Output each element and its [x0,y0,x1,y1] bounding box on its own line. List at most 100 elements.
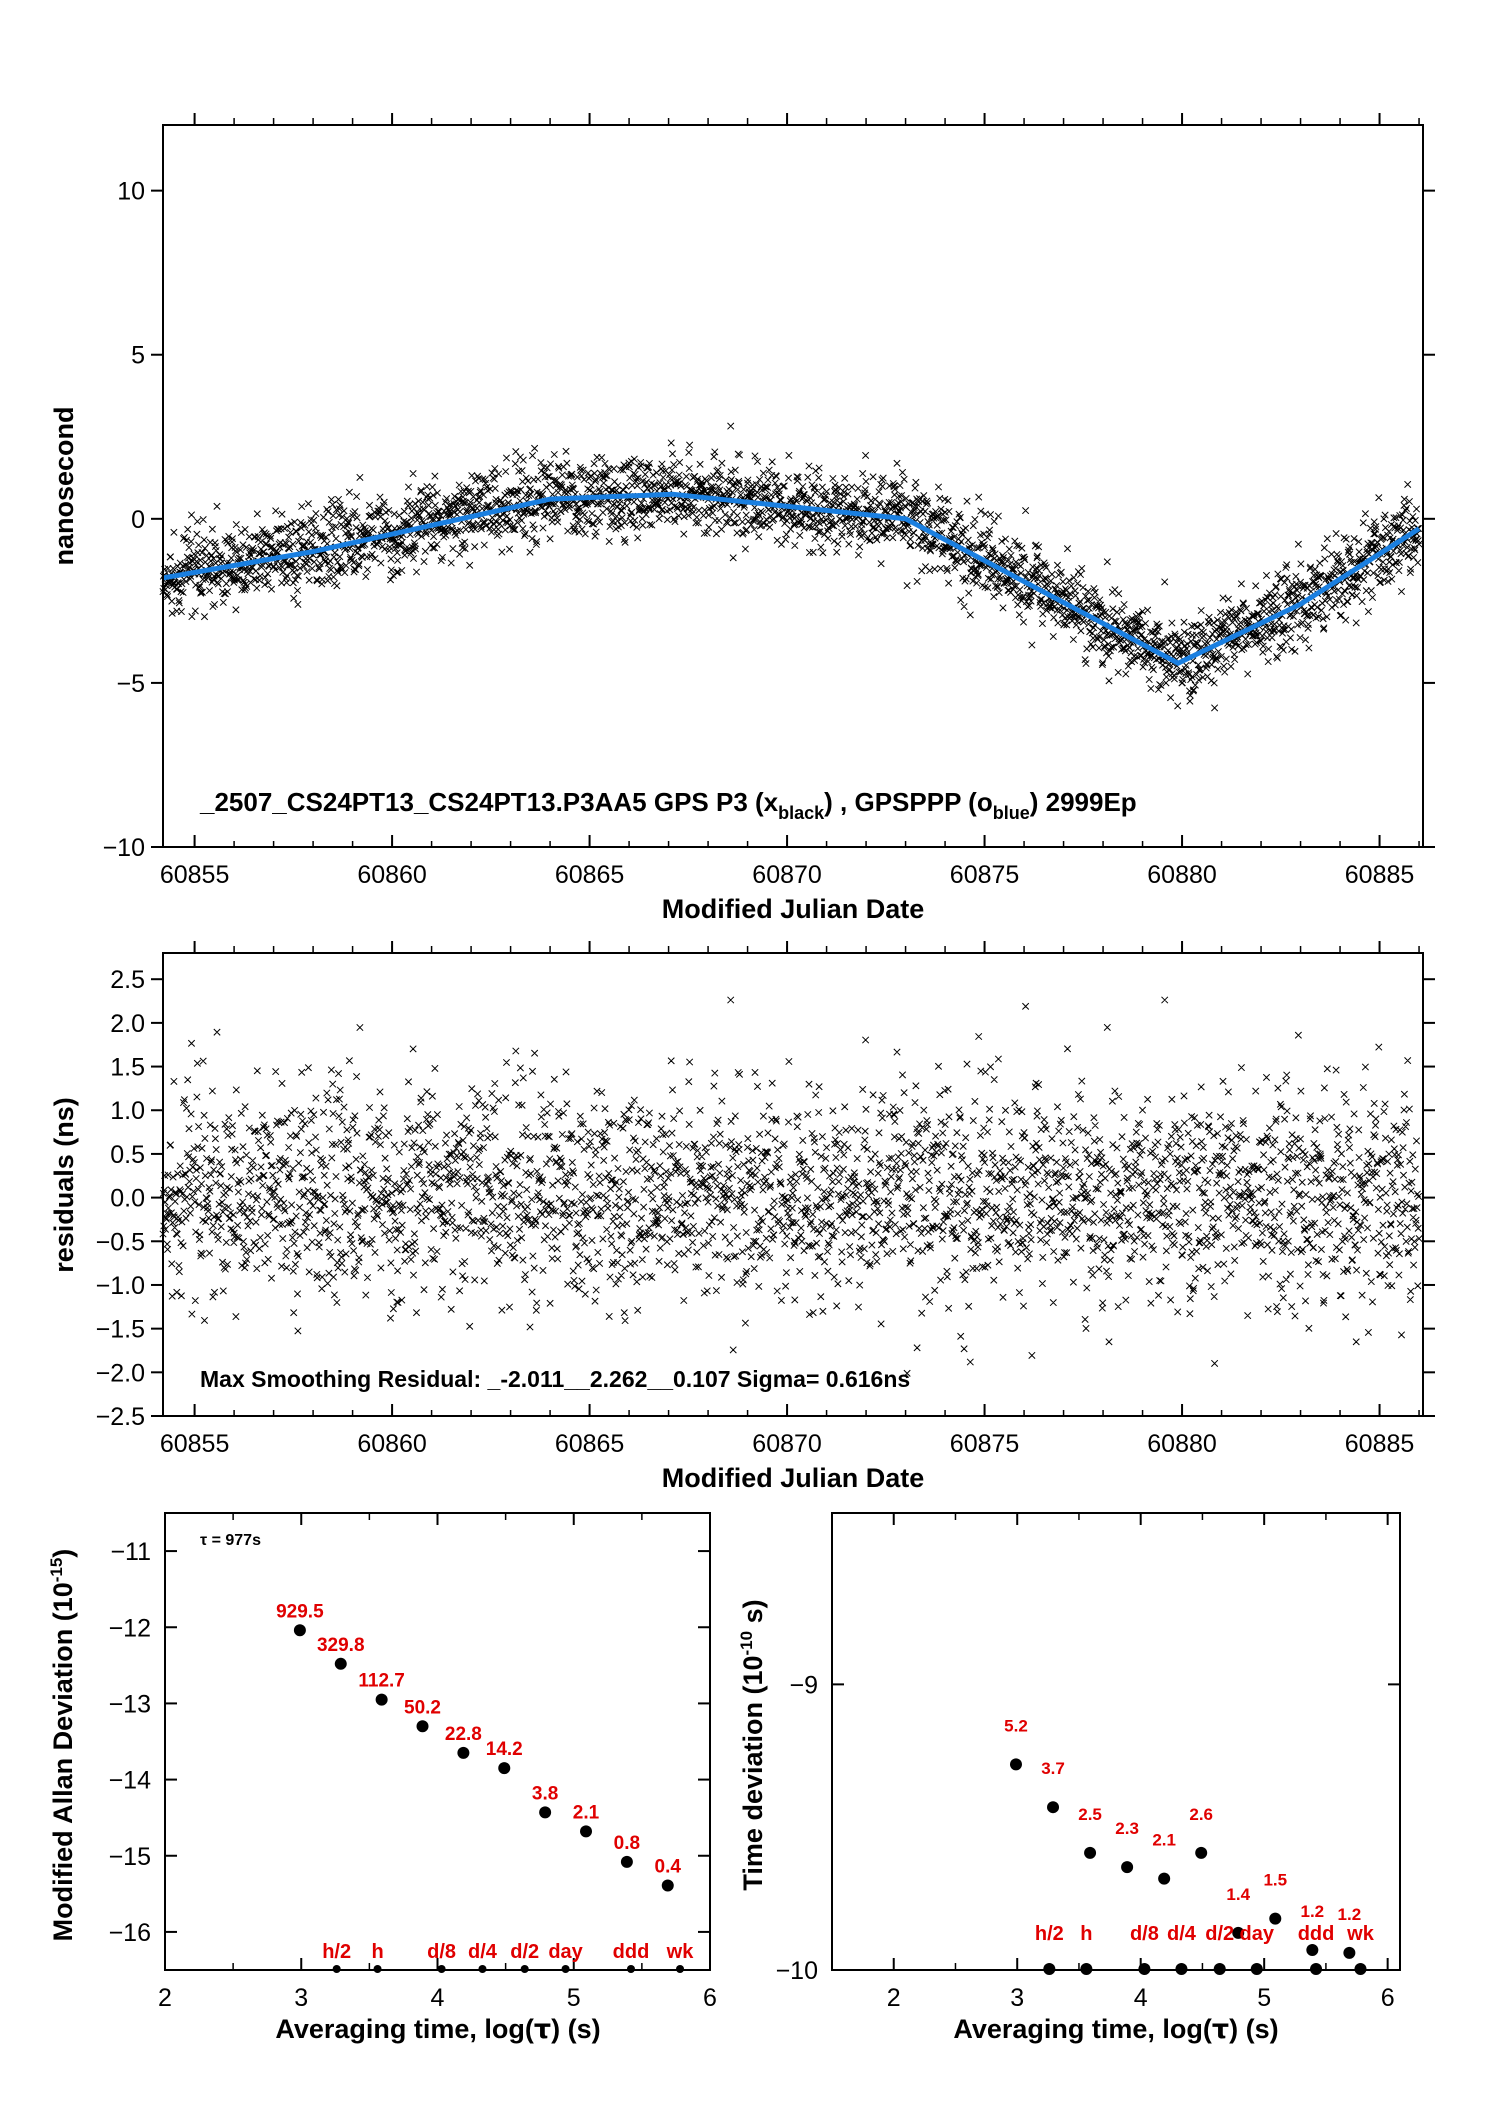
deviation-point [1195,1846,1208,1859]
time-marker-label: ddd [1298,1923,1335,1945]
deviation-point [1269,1912,1282,1925]
deviation-point [334,1657,347,1670]
time-marker-dot [626,1965,635,1973]
time-marker-label: h [1080,1923,1092,1945]
x-tick-label: 5 [1257,1984,1271,2012]
y-tick-label: 1.0 [110,1097,145,1125]
x-tick-label: 6 [1381,1984,1395,2012]
x-tick-label: 60870 [752,861,822,889]
y-tick-label: −9 [789,1671,818,1699]
time-marker-dot [373,1965,382,1973]
time-marker-label: day [1240,1923,1275,1945]
deviation-point [1047,1801,1060,1814]
x-tick-label: 60885 [1345,1430,1415,1458]
time-marker-dot [676,1965,685,1973]
phase-ylabel: nanosecond [49,406,79,565]
point-value-label: 0.8 [614,1833,640,1854]
tdev-panel: 2 3 4 5 6 −9 −10 5.2 3.7 2.5 2.3 2.1 2.6 1.4 1.5 1.2 1.… [737,1512,1401,2045]
point-value-label: 2.3 [1115,1819,1139,1838]
mdev-plot-frame [164,1512,711,1971]
x-tick-label: 60860 [357,1430,427,1458]
x-tick-label: 60860 [357,861,427,889]
y-tick-label: −15 [109,1843,151,1871]
phase-panel: 60855 60860 60865 60870 60875 60880 60885 10 5 0 −… [49,113,1435,924]
x-tick-label: 5 [567,1984,581,2012]
x-tick-label: 2 [887,1984,901,2012]
x-tick-label: 60855 [160,861,230,889]
deviation-point [1121,1861,1134,1874]
time-marker-dot [1310,1963,1323,1975]
point-value-label: 1.2 [1338,1905,1362,1924]
y-tick-label: −0.5 [96,1228,145,1256]
x-tick-label: 6 [703,1984,717,2012]
y-tick-label: −10 [103,834,145,862]
y-tick-label: −10 [776,1957,818,1985]
mdev-axes: 2 3 4 5 6 −11 −12 −13 −14 −15 −16 [109,1513,717,2012]
point-value-label: 1.4 [1226,1885,1250,1904]
residuals-ylabel: residuals (ns) [49,1097,79,1273]
x-tick-label: 60855 [160,1430,230,1458]
phase-annotation: _2507_CS24PT13_CS24PT13.P3AA5 GPS P3 (xb… [199,787,1137,823]
deviation-point [1009,1758,1022,1771]
phase-axes: 60855 60860 60865 60870 60875 60880 60885 10 5 0 −… [103,113,1435,889]
mdev-panel: 2 3 4 5 6 −11 −12 −13 −14 −15 −16 929.5 329.8 112.7 5… [47,1512,717,2045]
time-marker-dot [1250,1963,1263,1975]
point-value-label: 329.8 [317,1635,365,1656]
point-value-label: 2.5 [1078,1805,1102,1824]
residuals-annotation: Max Smoothing Residual: _-2.011__2.262__… [200,1366,910,1392]
time-marker-dot [332,1965,341,1973]
deviation-point [1306,1944,1319,1957]
deviation-point [580,1825,593,1838]
x-tick-label: 3 [294,1984,308,2012]
tdev-xlabel: Averaging time, log(τ) (s) [953,2014,1278,2045]
phase-scatter-points [159,422,1423,712]
x-tick-label: 4 [431,1984,445,2012]
y-tick-label: 0.0 [110,1185,145,1213]
time-marker-dot [561,1965,570,1973]
tdev-points: 5.2 3.7 2.5 2.3 2.1 2.6 1.4 1.5 1.2 1.2 h/2 h d/8 d/4… [1004,1716,1375,1975]
deviation-point [293,1624,306,1637]
gps-p3-x-markers [159,422,1423,712]
time-marker-dot [1354,1963,1367,1975]
deviation-point [539,1806,552,1819]
point-value-label: 50.2 [404,1697,441,1718]
time-marker-label: h/2 [1035,1923,1064,1945]
mdev-xlabel: Averaging time, log(τ) (s) [275,2014,600,2045]
deviation-point [416,1720,429,1733]
residuals-axes: 60855 60860 60865 60870 60875 60880 60885 2.5 2.… [96,941,1435,1458]
time-marker-dot [437,1965,446,1973]
time-marker-label: d/8 [1130,1923,1159,1945]
mdev-tau-label: τ = 977s [200,1532,261,1549]
y-tick-label: −5 [116,670,145,698]
point-value-label: 1.5 [1263,1871,1287,1890]
residual-x-markers [159,996,1423,1377]
deviation-point [1084,1846,1097,1859]
gpsppp-blue-line [162,491,1421,667]
deviation-point [457,1746,470,1759]
time-marker-dot [1175,1963,1188,1975]
residuals-plot-frame [162,952,1424,1417]
tdev-axes: 2 3 4 5 6 −9 −10 [776,1513,1400,2012]
point-value-label: 929.5 [276,1601,324,1622]
time-marker-label: h [371,1941,383,1963]
x-tick-label: 60880 [1147,861,1217,889]
time-marker-label: d/2 [1205,1923,1234,1945]
x-tick-label: 60885 [1345,861,1415,889]
point-value-label: 22.8 [445,1724,482,1745]
y-tick-label: −11 [110,1538,151,1566]
x-tick-label: 60870 [752,1430,822,1458]
y-tick-label: −12 [109,1614,151,1642]
y-tick-label: −16 [109,1919,151,1947]
time-marker-dot [520,1965,529,1973]
point-value-label: 2.1 [573,1802,600,1823]
point-value-label: 112.7 [358,1671,405,1692]
point-value-label: 3.7 [1041,1759,1065,1778]
y-tick-label: −1.5 [96,1316,145,1344]
tdev-plot-frame [831,1512,1401,1971]
point-value-label: 0.4 [655,1856,682,1877]
y-tick-label: 1.5 [110,1054,145,1082]
x-tick-label: 60875 [950,1430,1020,1458]
deviation-point [1343,1946,1356,1959]
point-value-label: 2.1 [1152,1831,1176,1850]
